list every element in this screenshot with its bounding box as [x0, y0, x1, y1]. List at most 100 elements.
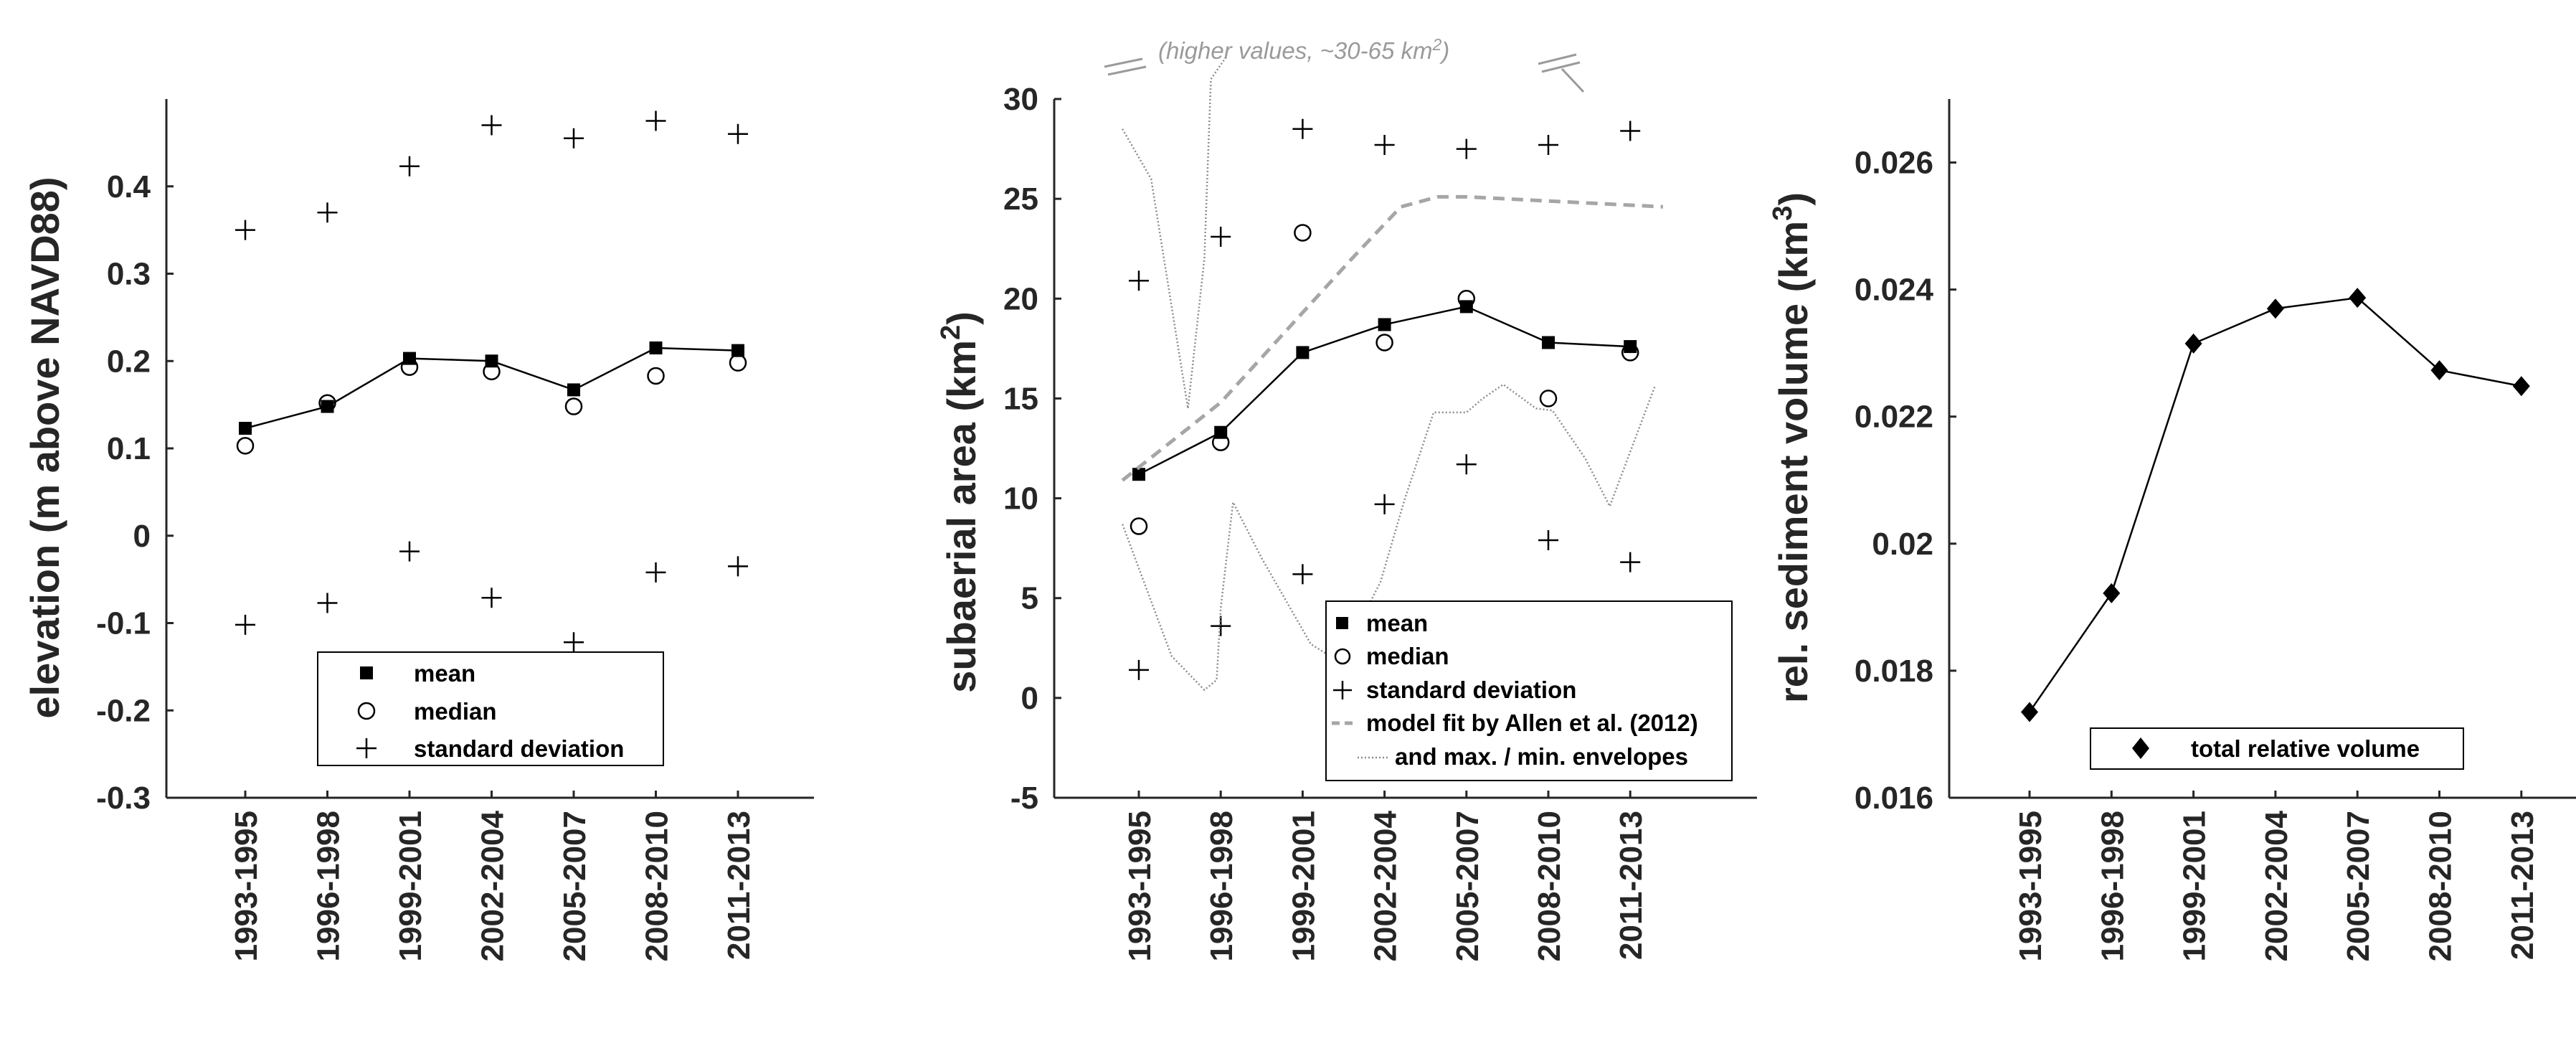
- median-marker: [564, 397, 583, 415]
- x-tick-label: 2008-2010: [2423, 811, 2458, 961]
- std-upper-marker: [481, 115, 502, 136]
- median-marker: [1539, 390, 1558, 407]
- std-lower-marker: [1292, 564, 1313, 585]
- volume-ylabel: rel. sediment volume (km3): [1768, 192, 1816, 703]
- total-volume-marker: [2512, 376, 2530, 397]
- std-lower-marker: [564, 632, 584, 653]
- mean-marker: [1378, 318, 1391, 331]
- x-tick-label: 2002-2004: [475, 810, 511, 961]
- area-panel: -5 0 5 10 15 20 25 30 1993-1995 1996-1998 1999-200…: [936, 35, 1757, 961]
- legend-box: [2090, 727, 2464, 770]
- total-volume-marker: [2103, 583, 2121, 603]
- x-tick-label: 1996-1998: [2095, 811, 2130, 961]
- volume-legend: total relative volume: [2090, 727, 2464, 770]
- y-tick-label: -0.1: [96, 606, 151, 641]
- total-volume-marker: [2021, 702, 2038, 722]
- total-volume-line: [2028, 296, 2522, 713]
- y-tick-label: 0.026: [1855, 146, 1933, 181]
- y-tick-label: 20: [1003, 281, 1038, 316]
- volume-axes: 0.016 0.018 0.02 0.022 0.024 0.026 1993-1995 19…: [1855, 99, 2576, 961]
- std-lower-marker: [317, 593, 338, 613]
- std-lower-marker: [728, 556, 748, 577]
- median-marker: [318, 394, 336, 412]
- legend-mean-marker: [360, 666, 373, 679]
- mean-marker: [1542, 336, 1555, 349]
- median-marker: [1621, 344, 1639, 362]
- area-legend: mean median standard deviation model fit…: [1325, 600, 1733, 781]
- legend-envelope-label: and max. / min. envelopes: [1395, 743, 1688, 770]
- std-lower-marker: [1620, 552, 1641, 572]
- std-upper-marker: [645, 110, 666, 131]
- legend-std-marker: [1333, 681, 1352, 699]
- std-lower-marker: [235, 614, 255, 635]
- y-tick-label: 5: [1021, 581, 1038, 616]
- min-envelope-line: [1121, 383, 1656, 692]
- median-marker: [236, 437, 255, 455]
- y-tick-label: 25: [1003, 182, 1038, 217]
- median-marker: [1294, 224, 1312, 242]
- std-upper-marker: [1129, 270, 1149, 291]
- x-tick-label: 1999-2001: [1286, 811, 1321, 961]
- area-ylabel: subaerial area (km2): [936, 311, 984, 693]
- x-tick-label: 2008-2010: [1532, 811, 1567, 961]
- std-lower-marker: [1211, 616, 1231, 636]
- legend-box: [1325, 600, 1733, 781]
- total-volume-marker: [2349, 288, 2367, 308]
- total-volume-marker: [2184, 333, 2202, 354]
- y-tick-label: 0.3: [107, 257, 151, 292]
- x-tick-label: 1993-1995: [229, 811, 264, 961]
- y-tick-label: 0.022: [1855, 400, 1933, 435]
- mean-marker: [1296, 346, 1310, 359]
- x-tick-label: 1993-1995: [1122, 811, 1157, 961]
- area-axes: -5 0 5 10 15 20 25 30 1993-1995 1996-1998 1999-200…: [1003, 82, 1757, 961]
- std-upper-marker: [564, 128, 584, 149]
- y-tick-label: -5: [1010, 781, 1038, 816]
- area-marks: [1121, 57, 1664, 692]
- std-upper-marker: [1292, 118, 1313, 139]
- y-tick-label: 0.018: [1855, 654, 1933, 689]
- legend-median-label: median: [414, 698, 497, 725]
- y-tick-label: 10: [1003, 481, 1038, 517]
- mean-marker: [1624, 340, 1637, 354]
- std-lower-marker: [1456, 454, 1477, 475]
- y-tick-label: -0.3: [96, 781, 151, 816]
- std-lower-marker: [481, 588, 502, 608]
- y-tick-label: 30: [1003, 82, 1038, 117]
- y-tick-label: 15: [1003, 381, 1038, 416]
- legend-mean-label: mean: [414, 660, 475, 687]
- x-tick-label: 1996-1998: [1204, 811, 1239, 961]
- elevation-legend: mean median standard deviation: [317, 651, 664, 766]
- legend-std-label: standard deviation: [414, 735, 624, 762]
- std-upper-marker: [1538, 135, 1558, 156]
- legend-median-label: median: [1366, 643, 1449, 669]
- mean-marker: [239, 421, 252, 435]
- std-upper-marker: [1456, 138, 1477, 159]
- std-upper-marker: [235, 220, 255, 240]
- y-tick-label: 0.024: [1855, 273, 1934, 308]
- x-tick-label: 2005-2007: [1450, 811, 1485, 961]
- legend-mean-marker: [1336, 617, 1348, 629]
- legend-model-fit-label: model fit by Allen et al. (2012): [1366, 710, 1698, 736]
- x-tick-label: 1999-2001: [2177, 811, 2212, 961]
- mean-marker: [567, 383, 580, 397]
- model-fit-line: [1121, 194, 1664, 482]
- higher-values-annotation: (higher values, ~30-65 km2): [1158, 35, 1449, 64]
- elevation-panel: -0.3 -0.2 -0.1 0 0.1 0.2 0.3 0.4 1993-1995 1996-1…: [22, 99, 814, 961]
- elevation-ylabel: elevation (m above NAVD88): [22, 176, 67, 718]
- x-tick-label: 1993-1995: [2013, 811, 2048, 961]
- axis-break-right-icon: [1538, 53, 1585, 93]
- mean-marker: [731, 344, 744, 357]
- elevation-marks: [235, 110, 748, 653]
- max-envelope-line: [1122, 57, 1227, 409]
- std-upper-marker: [399, 156, 420, 176]
- y-tick-label: 0.016: [1855, 781, 1933, 816]
- legend-median-marker: [1334, 648, 1351, 665]
- median-marker: [483, 362, 501, 381]
- y-tick-label: 0.4: [107, 169, 151, 204]
- x-tick-label: 2002-2004: [1368, 810, 1403, 961]
- total-volume-marker: [2266, 298, 2284, 319]
- mean-line: [1138, 306, 1631, 476]
- x-tick-label: 1999-2001: [393, 811, 428, 961]
- total-volume-marker: [2430, 360, 2448, 381]
